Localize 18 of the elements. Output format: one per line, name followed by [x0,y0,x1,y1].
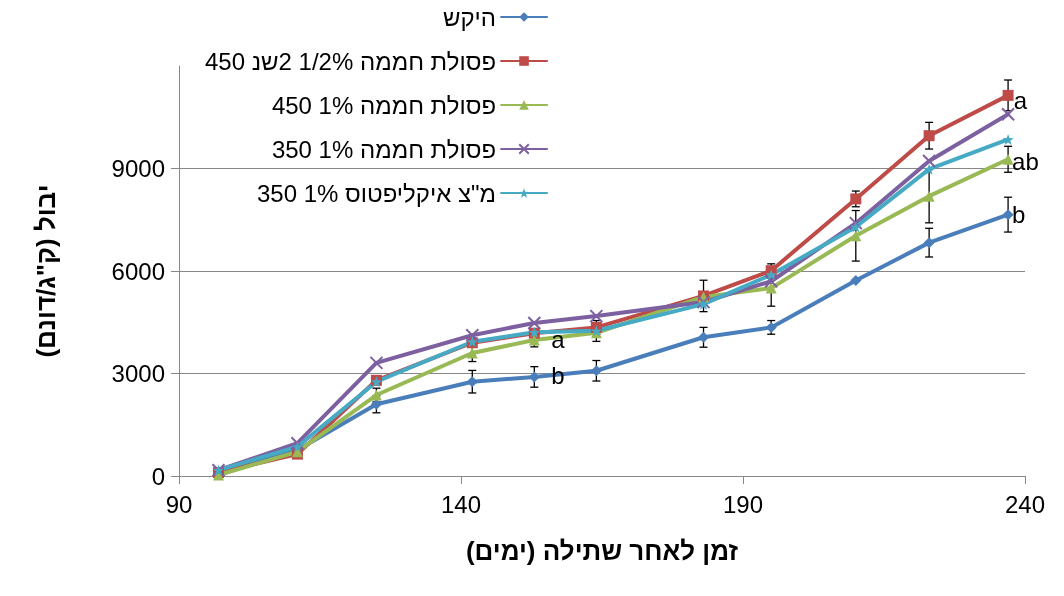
legend-label: היקש [442,3,497,31]
annotation: ab [1012,148,1039,176]
legend-label: 350 מ"צ איקליפטוס 1% [256,179,497,207]
annotation: a [1013,86,1028,114]
legend-label: 450 פסולת חממה 1/2% 2שנ [204,47,497,75]
x-tick-label: 140 [440,490,482,518]
x-tick-label: 190 [722,490,764,518]
y-axis-title: יבול (ק"ג/דונם) [31,184,61,358]
x-tick-label: 90 [165,490,193,518]
annotation: b [1012,201,1026,229]
legend-label: 450 פסולת חממה 1% [271,91,497,119]
legend-label: 350 פסולת חממה 1% [271,135,497,163]
x-tick-label: 240 [1004,490,1046,518]
y-tick-label: 9000 [111,155,165,182]
x-axis-title: זמן לאחר שתילה (ימים) [465,536,739,566]
y-tick-label: 0 [151,462,165,490]
y-tick-label: 6000 [111,257,165,285]
y-tick-label: 3000 [111,360,165,387]
